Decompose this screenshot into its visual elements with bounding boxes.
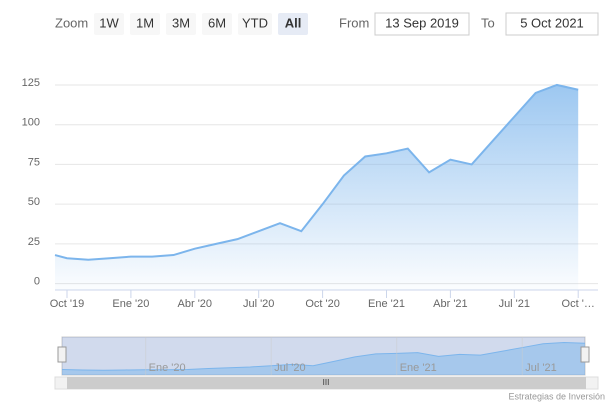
from-value[interactable]: 13 Sep 2019 bbox=[385, 15, 459, 30]
navigator-label: Jul '21 bbox=[525, 362, 556, 374]
y-tick-label: 100 bbox=[22, 117, 40, 129]
area-line bbox=[54, 83, 579, 261]
scrollbar-thumb[interactable] bbox=[67, 377, 586, 389]
y-tick-label: 75 bbox=[28, 156, 40, 168]
to-label: To bbox=[481, 15, 495, 30]
x-tick-label: Abr '20 bbox=[178, 298, 213, 310]
range-button-label[interactable]: YTD bbox=[242, 15, 268, 30]
range-button-label[interactable]: 1W bbox=[99, 15, 119, 30]
range-button[interactable] bbox=[130, 13, 160, 35]
range-button[interactable] bbox=[238, 13, 272, 35]
y-tick-label: 25 bbox=[28, 236, 40, 248]
to-input[interactable] bbox=[505, 12, 599, 36]
zoom-label: Zoom bbox=[55, 15, 88, 30]
from-input[interactable] bbox=[374, 12, 470, 36]
navigator-label: Jul '20 bbox=[274, 362, 305, 374]
x-tick-label: Jul '21 bbox=[499, 298, 530, 310]
y-tick-label: 0 bbox=[34, 276, 40, 288]
navigator-line bbox=[61, 342, 586, 371]
x-tick-label: Oct '19 bbox=[50, 298, 85, 310]
range-button[interactable] bbox=[278, 13, 308, 35]
navigator-label: Ene '21 bbox=[400, 362, 437, 374]
to-value[interactable]: 5 Oct 2021 bbox=[520, 15, 584, 30]
navigator-area bbox=[62, 342, 585, 375]
y-tick-label: 125 bbox=[22, 77, 40, 89]
navigator-label: Ene '20 bbox=[149, 362, 186, 374]
x-tick-label: Oct '20 bbox=[305, 298, 340, 310]
range-button-label[interactable]: 1M bbox=[136, 15, 154, 30]
navigator-handle[interactable] bbox=[57, 346, 67, 363]
navigator-handle[interactable] bbox=[580, 346, 590, 363]
scrollbar-grip: III bbox=[323, 378, 330, 387]
range-button[interactable] bbox=[202, 13, 232, 35]
x-tick-label: Jul '20 bbox=[243, 298, 274, 310]
x-tick-label: Abr '21 bbox=[433, 298, 468, 310]
range-button[interactable] bbox=[166, 13, 196, 35]
x-tick-label: Oct '… bbox=[562, 298, 595, 310]
x-tick-label: Ene '21 bbox=[368, 298, 405, 310]
y-tick-label: 50 bbox=[28, 196, 40, 208]
x-tick-label: Ene '20 bbox=[112, 298, 149, 310]
range-button-label[interactable]: All bbox=[285, 15, 302, 30]
range-button-label[interactable]: 6M bbox=[208, 15, 226, 30]
credit: Estrategias de Inversión bbox=[508, 391, 605, 401]
range-button-label[interactable]: 3M bbox=[172, 15, 190, 30]
area-fill bbox=[55, 84, 579, 290]
from-label: From bbox=[339, 15, 369, 30]
range-button[interactable] bbox=[94, 13, 124, 35]
